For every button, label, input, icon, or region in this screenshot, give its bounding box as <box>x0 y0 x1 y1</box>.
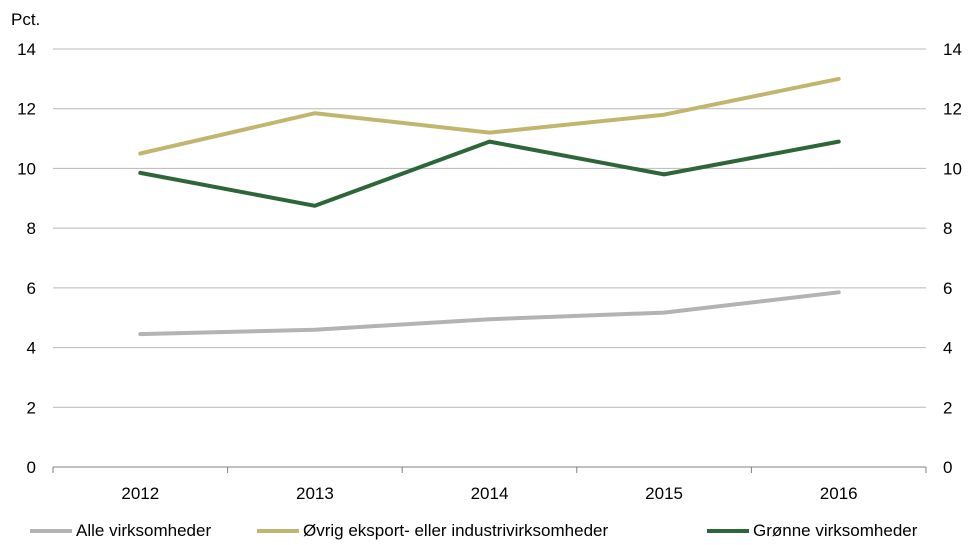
legend-item-oevrig: Øvrig eksport- eller industrivirksomhede… <box>257 521 608 541</box>
legend-swatch-oevrig <box>257 529 299 533</box>
y-tick-label-left: 14 <box>17 40 36 59</box>
y-tick-label-left: 10 <box>17 159 36 178</box>
y-tick-label-left: 0 <box>27 458 36 477</box>
x-axis-ticks: 2012 2013 2014 2015 2016 <box>121 484 857 503</box>
y-axis-unit-label: Pct. <box>11 10 40 29</box>
legend-label-alle: Alle virksomheder <box>76 521 212 540</box>
axes <box>52 466 927 473</box>
series-lines <box>138 76 841 337</box>
y-tick-label-right: 6 <box>943 279 952 298</box>
legend: Alle virksomheder Øvrig eksport- eller i… <box>0 519 977 545</box>
y-tick-label-right: 12 <box>943 100 962 119</box>
y-tick-label-left: 12 <box>17 100 36 119</box>
y-tick-label-right: 4 <box>943 339 952 358</box>
y-tick-label-left: 6 <box>27 279 36 298</box>
y-tick-label-right: 14 <box>943 40 962 59</box>
x-tick-label: 2016 <box>820 484 858 503</box>
left-y-axis-ticks: 0 2 4 6 8 10 12 14 <box>17 40 36 477</box>
legend-swatch-groenne <box>707 529 749 533</box>
series-line-1 <box>138 76 841 156</box>
series-line-0 <box>138 290 841 337</box>
x-tick-label: 2014 <box>471 484 509 503</box>
legend-label-oevrig: Øvrig eksport- eller industrivirksomhede… <box>303 521 609 540</box>
y-tick-label-right: 8 <box>943 219 952 238</box>
x-tick-label: 2015 <box>645 484 683 503</box>
legend-item-alle: Alle virksomheder <box>30 521 211 541</box>
y-tick-label-right: 2 <box>943 398 952 417</box>
legend-label-groenne: Grønne virksomheder <box>753 521 918 540</box>
y-tick-label-left: 2 <box>27 398 36 417</box>
right-y-axis-ticks: 0 2 4 6 8 10 12 14 <box>943 40 962 477</box>
y-tick-label-right: 0 <box>943 458 952 477</box>
gridlines <box>53 48 926 408</box>
y-tick-label-left: 4 <box>27 339 36 358</box>
y-tick-label-left: 8 <box>27 219 36 238</box>
legend-swatch-alle <box>30 529 72 533</box>
legend-item-groenne: Grønne virksomheder <box>707 521 917 541</box>
series-line-2 <box>138 139 841 208</box>
x-tick-label: 2013 <box>296 484 334 503</box>
x-tick-label: 2012 <box>121 484 159 503</box>
y-tick-label-right: 10 <box>943 159 962 178</box>
